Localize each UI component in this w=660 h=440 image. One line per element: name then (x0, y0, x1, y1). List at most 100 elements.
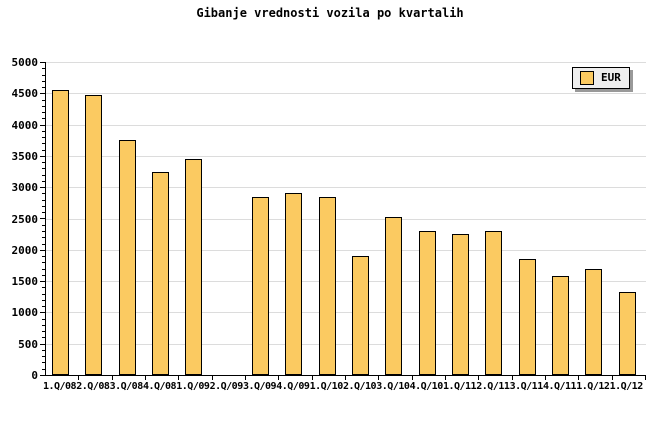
y-axis-label: 2000 (11, 243, 39, 257)
x-tick (178, 376, 180, 380)
y-axis-label: 4000 (11, 118, 39, 132)
x-tick (478, 376, 480, 380)
y-axis-label: 3000 (11, 181, 39, 195)
bar-4.Q/09 (285, 193, 303, 375)
y-major-tick (40, 375, 45, 376)
x-tick (345, 376, 346, 380)
chart-title: Gibanje vrednosti vozila po kvartalih (196, 6, 464, 20)
y-minor-tick (42, 206, 45, 207)
y-minor-tick (42, 256, 45, 257)
y-minor-tick (42, 75, 45, 76)
x-axis-label: 3.Q/10 (376, 381, 410, 392)
x-axis-label: 1.Q/09 (176, 381, 210, 392)
y-major-tick (40, 125, 45, 126)
bar-3.Q/08 (118, 140, 136, 375)
y-minor-tick (42, 150, 45, 151)
x-tick (111, 376, 113, 380)
x-axis-label: 2.Q/10 (342, 381, 377, 392)
y-minor-tick (42, 68, 45, 69)
x-tick (411, 376, 413, 380)
bar-1.Q/10 (318, 197, 336, 375)
gridline (46, 312, 646, 314)
y-minor-tick (42, 100, 45, 101)
y-minor-tick (42, 118, 45, 119)
legend-swatch-eur (580, 71, 594, 85)
x-axis-label: 1.Q/11 (442, 381, 477, 392)
gridline (46, 187, 646, 189)
x-axis-label: 1.Q/12 (609, 381, 644, 392)
x-axis-label: 4.Q/08 (142, 381, 177, 392)
y-minor-tick (42, 112, 45, 113)
gridline (46, 93, 646, 95)
y-minor-tick (42, 106, 45, 107)
y-axis-label: 0 (31, 369, 38, 382)
x-tick (511, 376, 513, 380)
bar-1.Q/08 (52, 90, 69, 375)
y-minor-tick (42, 331, 45, 332)
gridline (46, 281, 646, 283)
x-tick (311, 376, 313, 380)
x-axis-label: 1.Q/08 (42, 381, 77, 392)
bar-2.Q/10 (352, 256, 369, 375)
y-minor-tick (42, 237, 45, 238)
y-minor-tick (42, 225, 45, 226)
y-minor-tick (42, 262, 45, 263)
y-minor-tick (42, 181, 45, 182)
y-minor-tick (42, 319, 45, 320)
y-minor-tick (42, 143, 45, 144)
x-axis-label: 1.Q/12 (576, 381, 610, 392)
y-minor-tick (42, 369, 45, 370)
y-major-tick (40, 250, 45, 251)
y-axis-label: 1000 (11, 306, 39, 320)
x-tick (645, 376, 646, 380)
y-major-tick (40, 62, 45, 63)
y-axis-label: 4500 (11, 87, 39, 101)
y-axis-label: 3500 (11, 149, 39, 163)
y-minor-tick (42, 244, 45, 245)
gridline (46, 124, 646, 126)
bar-4.Q/10 (418, 231, 436, 375)
bar-1.Q/12 (585, 269, 603, 375)
y-major-tick (40, 156, 45, 157)
y-minor-tick (42, 269, 45, 270)
y-major-tick (40, 312, 45, 313)
x-tick (78, 376, 80, 380)
y-minor-tick (42, 193, 45, 194)
plot-area (45, 62, 646, 376)
x-axis-label: 2.Q/09 (209, 381, 244, 392)
y-minor-tick (42, 137, 45, 138)
y-axis-label: 1500 (11, 275, 39, 289)
gridline (46, 343, 646, 345)
x-tick (445, 376, 446, 380)
x-axis-label: 4.Q/10 (409, 381, 444, 392)
x-axis-label: 4.Q/11 (542, 381, 577, 392)
y-axis-label: 2500 (11, 212, 39, 226)
y-minor-tick (42, 87, 45, 88)
y-minor-tick (42, 356, 45, 357)
x-tick (611, 376, 613, 380)
y-minor-tick (42, 200, 45, 201)
bar-3.Q/09 (252, 197, 269, 375)
y-minor-tick (42, 168, 45, 169)
y-minor-tick (42, 306, 45, 307)
y-axis-label: 5000 (11, 56, 39, 69)
y-minor-tick (42, 337, 45, 338)
bar-3.Q/10 (385, 217, 403, 375)
x-axis-label: 1.Q/10 (309, 381, 344, 392)
y-minor-tick (42, 362, 45, 363)
y-minor-tick (42, 275, 45, 276)
x-axis-label: 4.Q/09 (276, 381, 310, 392)
y-major-tick (40, 344, 45, 345)
x-tick (545, 376, 546, 380)
y-minor-tick (42, 350, 45, 351)
bar-1.Q/09 (185, 159, 203, 375)
x-axis-label: 3.Q/11 (509, 381, 544, 392)
y-major-tick (40, 281, 45, 282)
x-axis-label: 2.Q/08 (76, 381, 110, 392)
x-tick (211, 376, 213, 380)
y-minor-tick (42, 162, 45, 163)
y-minor-tick (42, 131, 45, 132)
y-minor-tick (42, 212, 45, 213)
gridline (46, 218, 646, 220)
x-tick (278, 376, 280, 380)
